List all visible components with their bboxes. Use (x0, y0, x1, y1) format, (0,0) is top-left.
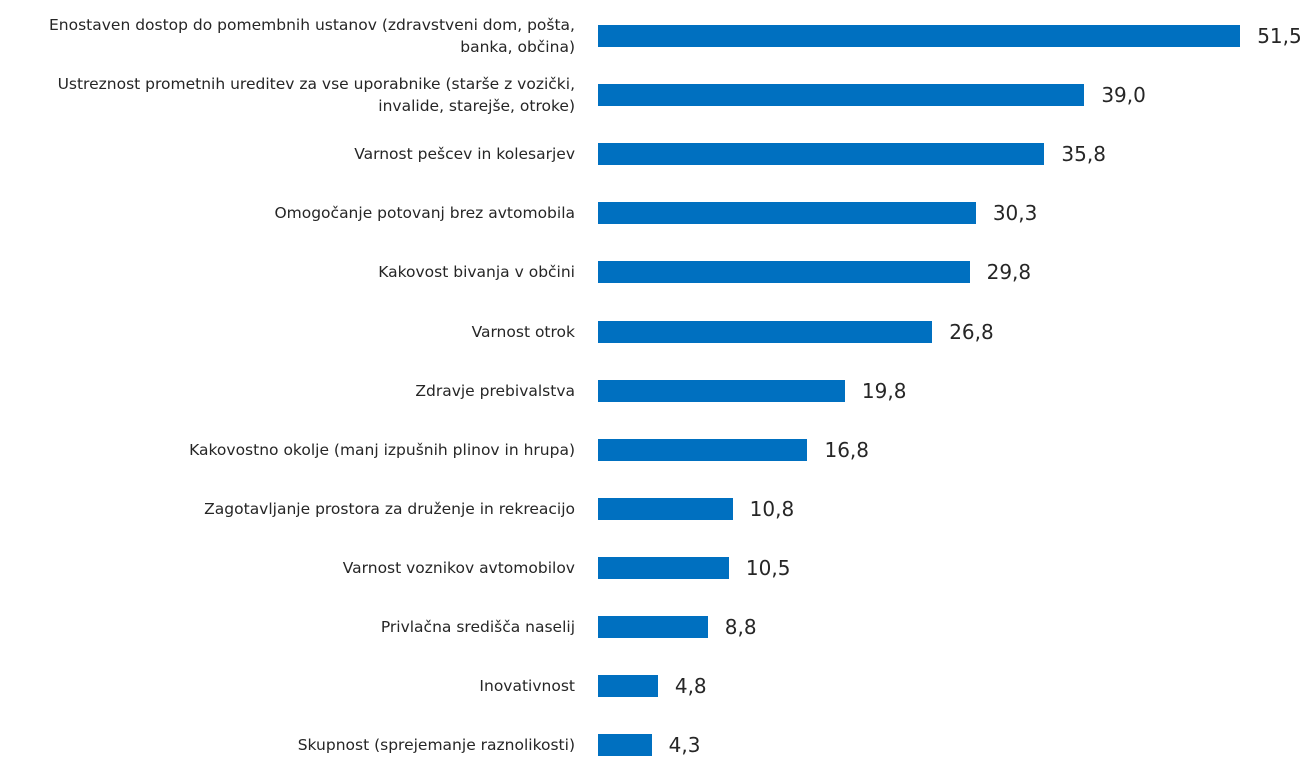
bar (598, 25, 1241, 47)
bar (598, 734, 652, 757)
category-label: Varnost pešcev in kolesarjev (354, 145, 575, 164)
value-label: 51,5 (1257, 24, 1302, 48)
value-label: 39,0 (1101, 83, 1146, 108)
value-label: 4,8 (674, 674, 707, 699)
bar (598, 497, 733, 520)
value-label: 19,8 (861, 378, 907, 403)
category-label: Enostaven dostop do pomembnih ustanov (z… (48, 16, 575, 56)
bar (598, 675, 658, 698)
bar (598, 379, 845, 402)
category-label: Kakovost bivanja v občini (378, 263, 575, 282)
bar (598, 261, 970, 284)
value-label: 4,3 (668, 733, 701, 758)
category-label: Varnost voznikov avtomobilov (342, 558, 575, 577)
value-label: 29,8 (986, 260, 1032, 285)
category-label: Ustreznost prometnih ureditev za vse upo… (57, 75, 575, 116)
bar (598, 556, 729, 579)
value-label: 26,8 (949, 319, 994, 344)
category-label: Varnost otrok (471, 322, 575, 341)
value-label: 10,8 (749, 496, 795, 521)
bar (598, 84, 1085, 107)
category-label: Inovativnost (479, 677, 575, 696)
category-label: Zdravje prebivalstva (415, 381, 575, 400)
bar (598, 143, 1045, 166)
bar (598, 202, 976, 225)
value-label: 30,3 (992, 201, 1038, 226)
bar (598, 616, 708, 638)
value-label: 8,8 (724, 615, 757, 639)
category-label: Omogočanje potovanj brez avtomobila (274, 204, 575, 223)
category-label: Privlačna središča naselij (380, 618, 575, 636)
category-label: Skupnost (sprejemanje raznolikosti) (297, 736, 575, 755)
value-label: 35,8 (1061, 142, 1106, 167)
category-label: Zagotavljanje prostora za druženje in re… (204, 499, 575, 518)
bar (598, 320, 933, 343)
value-label: 16,8 (824, 437, 870, 462)
bar (598, 438, 808, 461)
value-label: 10,5 (745, 555, 791, 580)
category-label: Kakovostno okolje (manj izpušnih plinov … (189, 440, 575, 459)
